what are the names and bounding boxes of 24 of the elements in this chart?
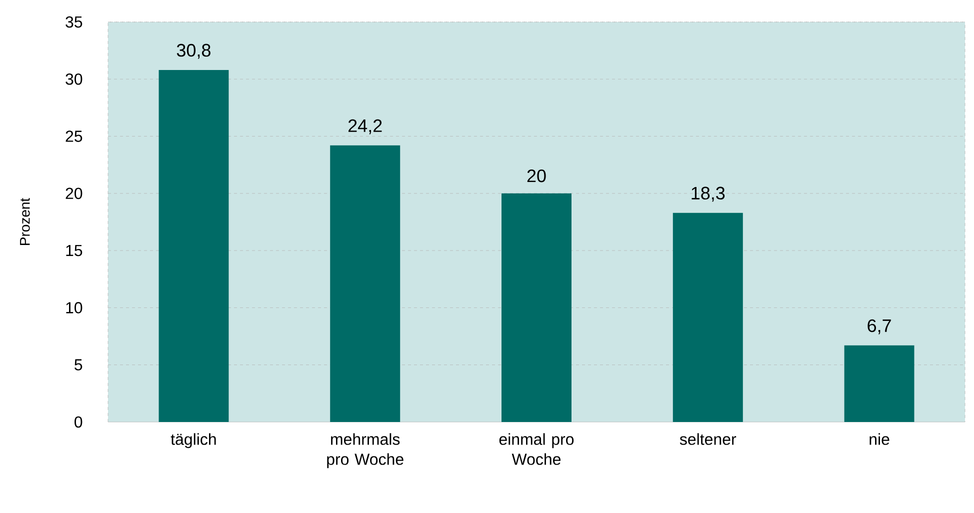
y-tick-label: 0: [74, 416, 82, 428]
y-tick-label: 20: [66, 188, 82, 200]
data-label: 30,8: [176, 44, 210, 59]
bar: [330, 145, 400, 422]
x-tick-label: nie: [870, 433, 890, 445]
y-tick-label: 10: [66, 302, 82, 314]
x-tick-label: seltener: [680, 433, 736, 445]
x-tick-label: täglich: [170, 433, 216, 448]
y-tick-label: 30: [66, 73, 82, 85]
y-tick-label: 15: [66, 244, 82, 256]
y-tick-label: 5: [74, 359, 82, 370]
bar: [672, 212, 743, 422]
y-tick-label: 35: [66, 16, 82, 28]
data-label: 20: [527, 169, 546, 182]
data-label: 18,3: [692, 186, 725, 202]
data-label: 6,7: [868, 319, 891, 334]
bar: [158, 70, 229, 422]
y-axis-title: Prozent: [20, 198, 30, 245]
bar: [502, 193, 572, 422]
x-tick-label: mehrmals pro Woche: [327, 433, 404, 468]
y-tick-label: 25: [66, 130, 82, 142]
bar: [844, 345, 914, 422]
x-tick-label: einmal pro Woche: [499, 433, 574, 465]
data-label: 24,2: [348, 119, 382, 134]
